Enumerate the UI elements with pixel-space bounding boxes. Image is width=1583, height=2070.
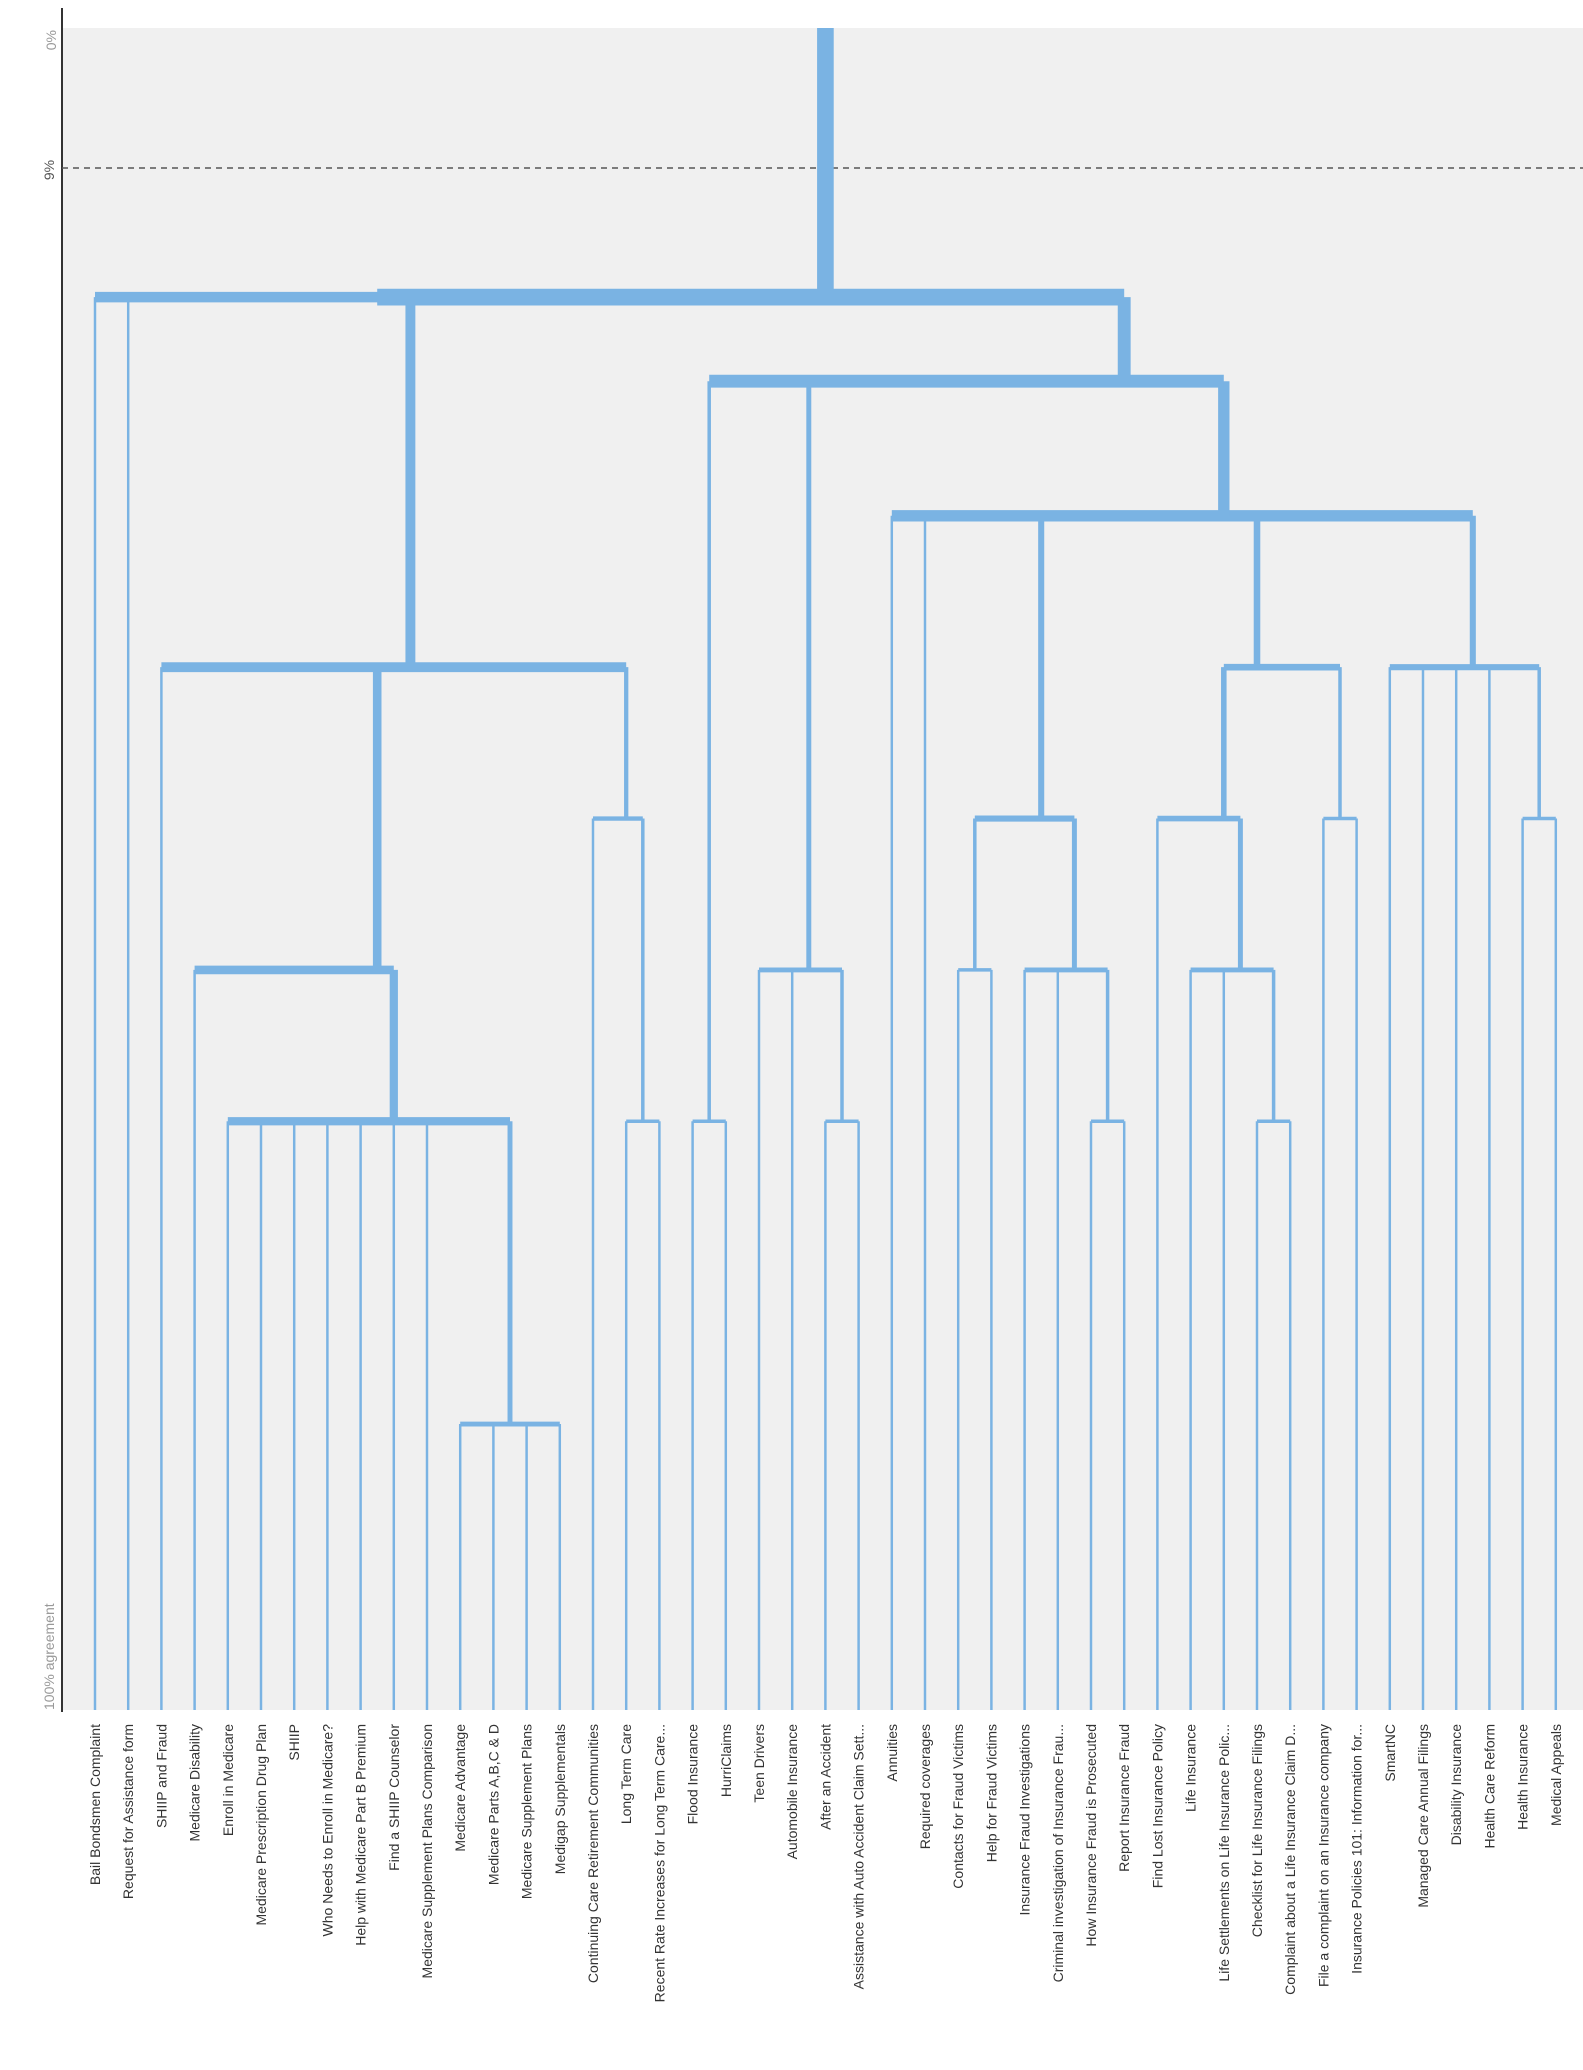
leaf-label: After an Accident: [817, 1724, 833, 1830]
leaf-label: Life Settlements on Life Insurance Polic…: [1216, 1724, 1232, 1982]
leaf-label: Medigap Supplementals: [552, 1724, 568, 1874]
leaf-label: Medical Appeals: [1548, 1724, 1564, 1826]
leaf-label: Long Term Care: [618, 1724, 634, 1824]
leaf-label: How Insurance Fraud is Prosecuted: [1083, 1724, 1099, 1947]
leaf-label: Insurance Fraud Investigations: [1017, 1724, 1033, 1915]
leaf-label: Medicare Supplement Plans Comparison: [419, 1724, 435, 1978]
plot-background: [62, 28, 1583, 1710]
leaf-label: Criminal investigation of Insurance Frau…: [1050, 1724, 1066, 1982]
leaf-label: Bail Bondsmen Complaint: [87, 1724, 103, 1885]
leaf-label: Help for Fraud Victims: [983, 1724, 999, 1862]
leaf-label: SHIIP: [286, 1724, 302, 1761]
leaf-label: Teen Drivers: [751, 1724, 767, 1803]
leaf-label: Medicare Advantage: [452, 1724, 468, 1852]
leaf-label: Who Needs to Enroll in Medicare?: [319, 1724, 335, 1937]
axis-bottom-label: 100% agreement: [41, 1603, 57, 1710]
leaf-label: Report Insurance Fraud: [1116, 1724, 1132, 1872]
leaf-label: Flood Insurance: [685, 1724, 701, 1825]
leaf-label: Health Insurance: [1515, 1724, 1531, 1830]
leaf-label: Managed Care Annual Filings: [1415, 1724, 1431, 1908]
leaf-label: Health Care Reform: [1481, 1724, 1497, 1849]
leaf-label: Continuing Care Retirement Communities: [585, 1724, 601, 1983]
leaf-label: Annuities: [884, 1724, 900, 1782]
leaf-label: Required coverages: [917, 1724, 933, 1849]
leaf-label: File a complaint on an Insurance company: [1315, 1724, 1331, 1987]
leaf-label: Recent Rate Increases for Long Term Care…: [651, 1724, 667, 2002]
leaf-label: Life Insurance: [1183, 1724, 1199, 1812]
leaf-label: Medicare Supplement Plans: [519, 1724, 535, 1899]
leaf-label: SHIIP and Fraud: [153, 1724, 169, 1828]
leaf-label: Assistance with Auto Accident Claim Sett…: [851, 1724, 867, 1989]
leaf-labels: Bail Bondsmen Complaint Request for Assis…: [87, 1724, 1564, 2003]
leaf-label: Contacts for Fraud Victims: [950, 1724, 966, 1889]
leaf-label: Insurance Policies 101: Information for.…: [1349, 1724, 1365, 1974]
leaf-label: Find Lost Insurance Policy: [1149, 1724, 1165, 1888]
leaf-label: HurriClaims: [718, 1724, 734, 1797]
leaf-label: Complaint about a Life Insurance Claim D…: [1282, 1724, 1298, 1995]
threshold-label: 9%: [41, 160, 57, 180]
leaf-label: Medicare Prescription Drug Plan: [253, 1724, 269, 1926]
leaf-label: Checklist for Life Insurance Filings: [1249, 1724, 1265, 1937]
leaf-label: Help with Medicare Part B Premium: [353, 1724, 369, 1946]
leaf-label: SmartNC: [1382, 1724, 1398, 1782]
leaf-label: Automobile Insurance: [784, 1724, 800, 1860]
axis-top-label: 0%: [43, 30, 59, 50]
leaf-label: Find a SHIIP Counselor: [386, 1724, 402, 1871]
leaf-label: Medicare Parts A,B,C & D: [485, 1724, 501, 1885]
leaf-label: Disability Insurance: [1448, 1724, 1464, 1846]
leaf-label: Medicare Disability: [187, 1724, 203, 1841]
leaf-label: Enroll in Medicare: [220, 1724, 236, 1836]
leaf-label: Request for Assistance form: [120, 1724, 136, 1899]
dendrogram-branches: [93, 28, 1558, 1710]
